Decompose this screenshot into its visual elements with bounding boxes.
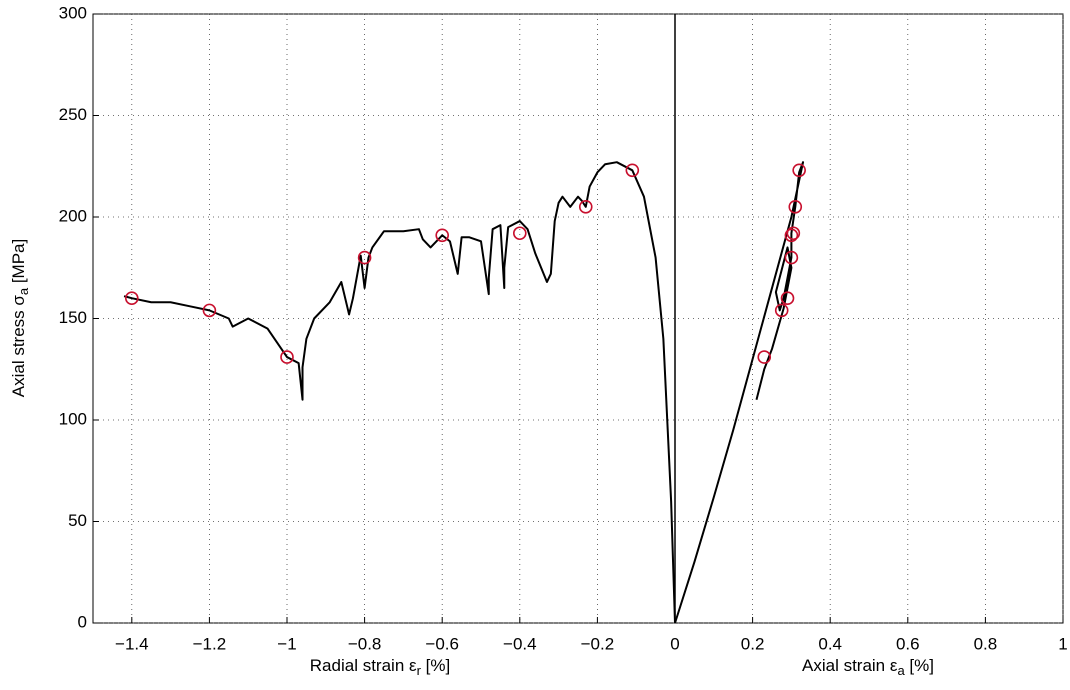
marker bbox=[788, 200, 803, 214]
marker bbox=[757, 350, 772, 364]
x-tick-label: 0.6 bbox=[896, 634, 920, 653]
y-tick-label: 150 bbox=[59, 308, 87, 327]
x-tick-label: 0.2 bbox=[741, 634, 765, 653]
marker bbox=[784, 228, 799, 243]
marker bbox=[625, 163, 640, 178]
x-axis-label: Radial strain εr [%] bbox=[310, 656, 450, 678]
y-axis-label: Axial stress σa [MPa] bbox=[9, 239, 31, 397]
marker bbox=[280, 350, 294, 364]
y-tick-label: 50 bbox=[68, 511, 87, 530]
x-tick-label: −0.4 bbox=[503, 634, 537, 653]
x-tick-label: −1.2 bbox=[193, 634, 227, 653]
marker bbox=[792, 163, 806, 178]
x-tick-label: 0.8 bbox=[974, 634, 998, 653]
x-tick-label: 0.4 bbox=[818, 634, 842, 653]
marker bbox=[784, 250, 799, 265]
marker bbox=[774, 303, 789, 318]
marker bbox=[578, 200, 593, 214]
marker bbox=[125, 291, 139, 306]
x-axis-label-part: Axial strain ε bbox=[802, 656, 898, 675]
x-axis-label-part: Radial strain ε bbox=[310, 656, 417, 675]
marker bbox=[786, 226, 801, 241]
x-axis-label-part: a bbox=[897, 663, 905, 678]
marker bbox=[780, 291, 795, 306]
x-tick-label: −1 bbox=[277, 634, 296, 653]
y-tick-label: 250 bbox=[59, 105, 87, 124]
data-line bbox=[123, 161, 676, 624]
y-tick-label: 300 bbox=[59, 3, 87, 22]
marker bbox=[202, 303, 217, 318]
x-tick-label: 1 bbox=[1058, 634, 1067, 653]
y-axis-label-part: [MPa] bbox=[9, 239, 28, 288]
y-axis-label-part: Axial stress σ bbox=[9, 295, 28, 398]
x-tick-label: −1.4 bbox=[115, 634, 149, 653]
marker bbox=[435, 228, 450, 243]
x-axis-label: Axial strain εa [%] bbox=[802, 656, 934, 678]
y-tick-label: 100 bbox=[59, 409, 87, 428]
y-tick-label: 200 bbox=[59, 206, 87, 225]
x-tick-label: −0.2 bbox=[581, 634, 615, 653]
x-axis-label-part: [%] bbox=[421, 656, 450, 675]
x-tick-label: −0.6 bbox=[425, 634, 459, 653]
x-tick-label: −0.8 bbox=[348, 634, 382, 653]
marker bbox=[357, 250, 372, 265]
x-axis-label-part: r bbox=[417, 663, 422, 678]
y-axis-label-part: a bbox=[16, 287, 31, 295]
data-line bbox=[674, 161, 805, 624]
x-tick-label: 0 bbox=[670, 634, 679, 653]
marker bbox=[512, 226, 527, 241]
y-tick-label: 0 bbox=[78, 612, 87, 631]
x-axis-label-part: [%] bbox=[905, 656, 934, 675]
